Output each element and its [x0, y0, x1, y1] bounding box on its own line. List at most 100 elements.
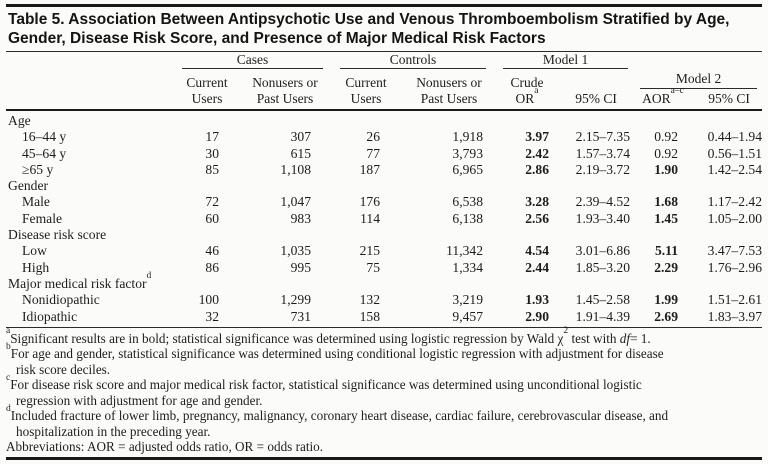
group-row: Age	[6, 110, 762, 129]
cell: 1.68	[654, 194, 679, 210]
cell: 11,342	[446, 243, 484, 259]
cell: 615	[290, 145, 311, 161]
cell: 0.56–1.51	[707, 145, 763, 161]
cell: 3,793	[452, 145, 484, 161]
cell: 1.93	[525, 292, 550, 308]
cell: 85	[205, 161, 219, 177]
col-crude-or: Crude ORa	[492, 69, 563, 111]
row-label: 16–44 y	[22, 129, 67, 145]
cell: 1.45	[654, 210, 679, 226]
cell: 2.56	[525, 210, 550, 226]
cell: 3.28	[525, 194, 550, 210]
stats-table: Cases Controls Model 1 Current Users Nonu…	[6, 52, 763, 325]
cell: 2.90	[525, 308, 550, 324]
column-group-model1: Model 1	[503, 52, 629, 69]
top-border-rule	[6, 4, 762, 7]
cell: 1.42–2.54	[707, 161, 763, 177]
cell: 46	[205, 243, 219, 259]
table-row: Idiopathic 32 731 158 9,457 2.90 1.91–4.39 2.69…	[6, 309, 762, 325]
cell: 77	[366, 145, 380, 161]
cell: 1,918	[452, 129, 484, 145]
title-divider-rule	[6, 51, 762, 52]
row-label: Low	[22, 243, 47, 259]
cell: 1.76–2.96	[707, 259, 763, 275]
cell: 114	[360, 210, 380, 226]
cell: 6,965	[452, 161, 484, 177]
crude-or-footnote-marker: a	[534, 86, 539, 96]
cell: 3,219	[452, 292, 484, 308]
cell: 9,457	[452, 308, 484, 324]
table-row: 16–44 y 17 307 26 1,918 3.97 2.15–7.35 0.92 0.44…	[6, 129, 762, 145]
table-row: 45–64 y 30 615 77 3,793 2.42 1.57–3.74 0.92 0.56…	[6, 146, 762, 162]
footnote-marker: b	[6, 341, 11, 352]
cell: 2.29	[654, 259, 679, 275]
cell: 995	[290, 259, 311, 275]
stub-header	[6, 52, 170, 69]
cell: 3.97	[525, 129, 550, 145]
cell: 5.11	[654, 243, 679, 259]
footnote-marker: c	[6, 372, 11, 383]
footnote-a: aSignificant results are in bold; statis…	[6, 326, 651, 346]
col-cases-nonusers: Nonusers or Past Users	[244, 69, 326, 111]
footnote-marker: d	[6, 403, 11, 414]
model2-header-block: Model 2 AORa–c 95% CI	[630, 69, 763, 111]
row-label: Female	[22, 210, 63, 226]
cell: 72	[205, 194, 219, 210]
footnote-b: bFor age and gender, statistical signifi…	[6, 341, 664, 362]
cell: 1.85–3.20	[575, 259, 631, 275]
footnote-c: regression with adjustment for age and g…	[16, 392, 263, 408]
table-header: Cases Controls Model 1 Current Users Nonu…	[6, 52, 763, 111]
group-row: Disease risk score	[6, 227, 762, 243]
table-title-line-1: Table 5. Association Between Antipsychot…	[8, 11, 730, 28]
cell: 100	[198, 292, 219, 308]
cell: 158	[359, 308, 380, 324]
column-group-cases: Cases	[182, 52, 323, 69]
cell: 187	[359, 161, 380, 177]
cell: 3.01–6.86	[575, 243, 631, 259]
cell: 4.54	[525, 243, 550, 259]
footnotes-block: aSignificant results are in bold; statis…	[6, 326, 762, 455]
column-group-controls: Controls	[340, 52, 487, 69]
row-group-label: Gender	[8, 178, 49, 194]
cell: 2.44	[525, 259, 550, 275]
row-label: Nonidiopathic	[22, 292, 100, 308]
row-label: High	[22, 259, 50, 275]
cell: 2.19–3.72	[575, 161, 631, 177]
col-model2-ci: 95% CI	[708, 90, 750, 106]
row-group-label: Major medical risk factord	[8, 271, 152, 291]
cell: 2.86	[525, 161, 550, 177]
row-group-label: Age	[8, 113, 31, 128]
cell: 176	[359, 194, 380, 210]
footnote-d: hospitalization in the preceding year.	[16, 423, 211, 439]
cell: 2.69	[654, 308, 679, 324]
cell: 1.91–4.39	[575, 308, 631, 324]
cell: 0.92	[654, 129, 679, 145]
col-controls-nonusers: Nonusers or Past Users	[406, 69, 493, 111]
column-group-row: Cases Controls Model 1	[6, 52, 762, 69]
cell: 1.05–2.00	[707, 210, 763, 226]
cell: 1,047	[280, 194, 311, 210]
footnote-d: dIncluded fracture of lower limb, pregna…	[6, 403, 669, 424]
cell: 215	[359, 243, 380, 259]
column-header-row: Current Users Nonusers or Past Users Curre…	[6, 69, 763, 111]
group-row: Gender	[6, 178, 762, 194]
column-group-model2: Model 2	[640, 71, 758, 89]
col-controls-current-users: Current Users	[326, 69, 406, 111]
cell: 307	[290, 129, 311, 145]
table-row: Low 46 1,035 215 11,342 4.54 3.01–6.86 5.11 3.47…	[6, 243, 762, 259]
col-cases-current-users: Current Users	[170, 69, 244, 111]
table-row: Female 60 983 114 6,138 2.56 1.93–3.40 1.45 1.05…	[6, 211, 762, 227]
cell: 86	[205, 259, 219, 275]
table-row: ≥65 y 85 1,108 187 6,965 2.86 2.19–3.72 1.90 1.4…	[6, 162, 762, 178]
group-row: Major medical risk factord	[6, 271, 762, 292]
cell: 17	[205, 129, 219, 145]
cell: 30	[205, 145, 219, 161]
cell: 26	[366, 129, 380, 145]
cell: 2.39–4.52	[575, 194, 631, 210]
col-model1-ci: 95% CI	[562, 69, 631, 111]
cell: 60	[205, 210, 219, 226]
cell: 1.83–3.97	[707, 308, 763, 324]
table-title: Table 5. Association Between Antipsychot…	[8, 11, 760, 48]
cell: 1.93–3.40	[575, 210, 631, 226]
cell: 132	[359, 292, 380, 308]
